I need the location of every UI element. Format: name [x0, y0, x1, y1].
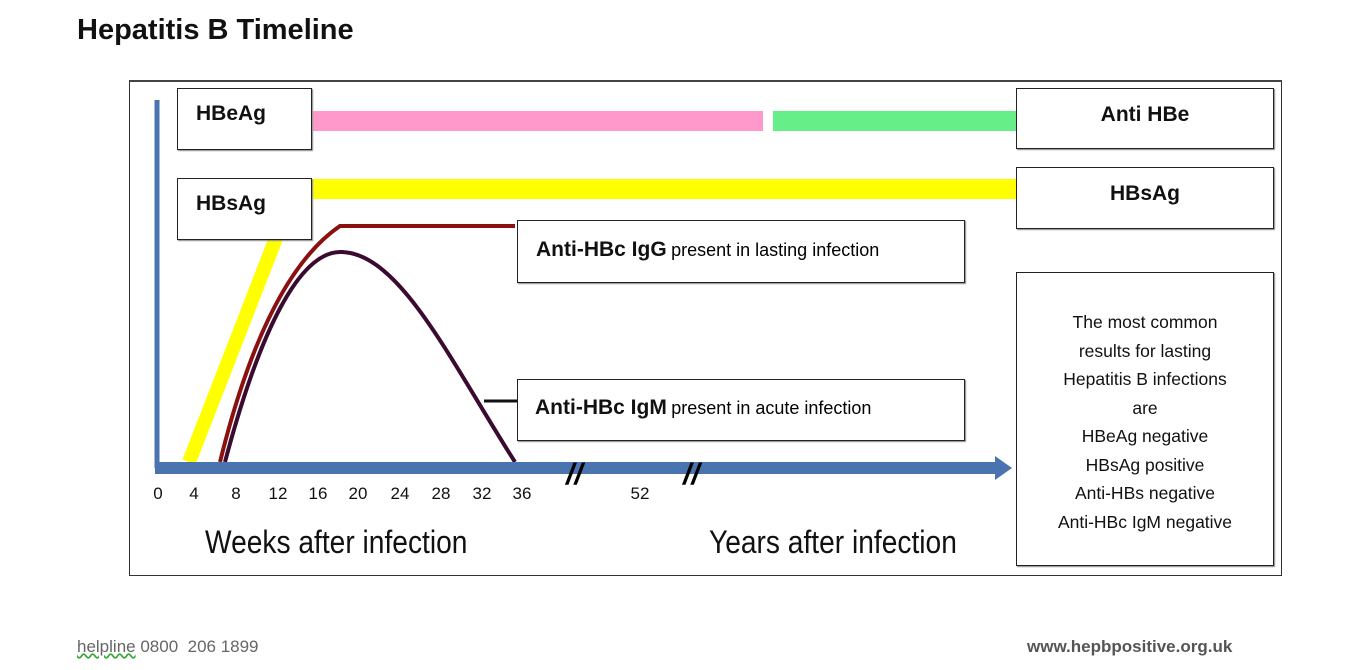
tick-label: 20	[348, 484, 368, 503]
diagram-frame	[129, 80, 1282, 576]
hbsag-bar	[313, 179, 1016, 199]
tick-label: 36	[512, 484, 532, 503]
tick-label: 12	[268, 484, 288, 503]
info-line: Anti-HBs negative	[1074, 483, 1216, 503]
info-line: are	[1132, 397, 1158, 418]
hbeag-label: HBeAg	[196, 102, 267, 125]
hbsag-label: HBsAg	[196, 192, 267, 215]
info-line: results for lasting	[1078, 340, 1212, 361]
weeks-axis-label: Weeks after infection	[205, 524, 468, 560]
igm-label-box: Anti-HBc IgM present in acute infection	[517, 379, 965, 441]
info-line: HBsAg positive	[1085, 454, 1205, 475]
tick-label: 16	[308, 484, 328, 503]
info-line: Anti-HBc IgM negative	[1057, 511, 1233, 532]
tick-label: 28	[431, 484, 451, 503]
years-axis-label: Years after infection	[709, 524, 957, 560]
igg-label-box: Anti-HBc IgG present in lasting infectio…	[517, 220, 965, 283]
anti-hbe-bar	[773, 111, 1016, 131]
info-line: HBeAg negative	[1081, 426, 1209, 446]
website: www.hepbpositive.org.uk	[1027, 637, 1233, 656]
helpline-number: 0800 206 1899	[140, 637, 259, 656]
hbsag-right-label: HBsAg	[1109, 182, 1180, 205]
tick-label: 32	[472, 484, 492, 503]
igg-desc: present in lasting infection	[671, 240, 880, 260]
tick-label: 52	[630, 484, 650, 503]
anti-hbe-label-box: Anti HBe	[1016, 88, 1274, 149]
igm-curve	[223, 249, 517, 464]
axis-break-2: //	[683, 458, 700, 491]
hbeag-label-box: HBeAg	[177, 88, 312, 150]
info-line: Hepatitis B infections	[1063, 369, 1227, 389]
tick-label: 8	[231, 484, 241, 503]
hbsag-right-label-box: HBsAg	[1016, 167, 1274, 229]
igg-curve	[218, 224, 515, 463]
hbsag-label-box: HBsAg	[177, 178, 312, 240]
hbeag-bar	[313, 111, 763, 131]
x-axis-arrow	[155, 456, 1012, 480]
helpline-word: helpline	[77, 637, 136, 656]
igm-name: Anti-HBc IgM	[535, 396, 667, 419]
igg-name: Anti-HBc IgG	[536, 238, 667, 261]
tick-label: 24	[390, 484, 410, 503]
helpline: helpline 0800 206 1899	[77, 637, 259, 657]
page-title: Hepatitis B Timeline	[77, 14, 354, 46]
hbsag-rise	[182, 225, 287, 465]
tick-label: 0	[153, 484, 163, 503]
info-line: The most common	[1072, 312, 1218, 332]
anti-hbe-label: Anti HBe	[1100, 103, 1190, 126]
info-box: The most common results for lasting Hepa…	[1016, 272, 1274, 566]
tick-label: 4	[189, 484, 199, 503]
axis-break-1: //	[566, 458, 583, 491]
igm-desc: present in acute infection	[671, 398, 872, 418]
